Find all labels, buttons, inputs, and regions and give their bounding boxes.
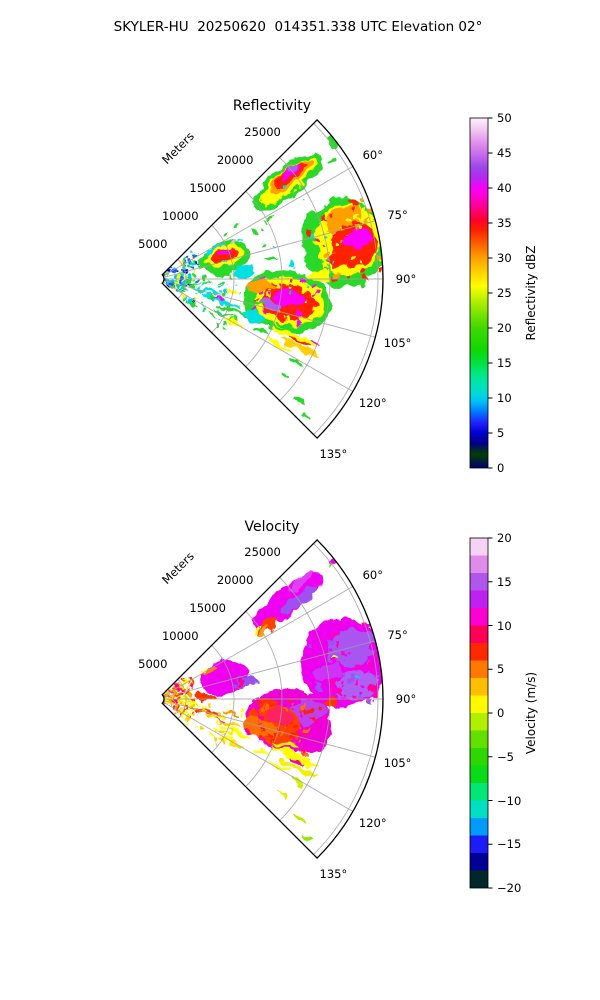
velocity-echo-region <box>234 682 247 687</box>
reflectivity-echo-region <box>253 327 270 336</box>
velocity-panel <box>161 537 493 889</box>
reflectivity-echo-region <box>265 256 276 262</box>
reflectivity-echo-region <box>329 159 336 164</box>
reflectivity-echo-region <box>287 164 298 173</box>
reflectivity-echo-region <box>232 240 240 246</box>
reflectivity-echo-region <box>288 357 306 368</box>
velocity-echo-region <box>214 717 224 721</box>
velocity-echo-region <box>258 626 270 635</box>
reflectivity-echo-region <box>226 319 244 330</box>
velocity-echo-region <box>327 564 333 569</box>
reflectivity-polar-grid <box>162 123 383 435</box>
velocity-speckle-field <box>245 697 321 758</box>
velocity-polar-grid <box>162 543 383 855</box>
velocity-echo-region <box>268 758 291 772</box>
reflectivity-echo-region <box>294 394 306 406</box>
reflectivity-echo-region <box>207 312 219 320</box>
reflectivity-echo-region <box>241 309 267 323</box>
reflectivity-echo-region <box>302 414 310 421</box>
reflectivity-panel <box>161 117 493 469</box>
velocity-sector-outline <box>161 538 384 860</box>
reflectivity-echo-region <box>268 338 291 352</box>
velocity-echo-region <box>223 711 239 715</box>
reflectivity-echo-region <box>341 228 372 249</box>
reflectivity-echo-region <box>277 372 287 380</box>
reflectivity-echo-region <box>213 296 225 301</box>
reflectivity-echo-region <box>216 303 249 318</box>
velocity-echo-region <box>271 746 318 767</box>
velocity-echo-region <box>367 683 379 692</box>
velocity-echo-region <box>207 732 219 740</box>
velocity-echo-region <box>266 709 292 723</box>
reflectivity-sector-outline <box>161 118 384 440</box>
reflectivity-echo-region <box>309 340 322 346</box>
velocity-colorbar <box>469 537 493 889</box>
reflectivity-colorbar <box>469 117 493 469</box>
velocity-echo-region <box>253 747 270 756</box>
reflectivity-echo-region <box>271 326 318 347</box>
velocity-speckle-field <box>308 620 383 705</box>
velocity-echo-region <box>352 676 360 680</box>
reflectivity-echo-region <box>248 279 274 293</box>
velocity-echo-region <box>288 777 306 788</box>
velocity-echo-region <box>277 792 287 800</box>
velocity-echo-region <box>332 656 338 660</box>
reflectivity-echo-region <box>281 338 318 358</box>
velocity-echo-region <box>290 570 314 591</box>
reflectivity-echo-region <box>286 263 296 267</box>
velocity-echo-region <box>271 740 299 751</box>
velocity-echo-region <box>175 700 201 704</box>
reflectivity-echo-region <box>290 337 309 347</box>
velocity-echo-region <box>281 758 318 778</box>
reflectivity-echo-region <box>234 265 256 277</box>
velocity-echo-region <box>302 834 310 841</box>
velocity-echo-region <box>294 814 306 826</box>
reflectivity-colorbar-bar <box>469 117 489 469</box>
velocity-echo-region <box>204 665 218 674</box>
reflectivity-speckle-field <box>224 184 341 296</box>
velocity-echo-region <box>257 698 278 707</box>
velocity-echo-region <box>199 668 206 673</box>
reflectivity-echo-layer <box>162 136 384 421</box>
reflectivity-echo-region <box>271 320 299 331</box>
velocity-echo-region <box>216 723 249 738</box>
velocity-colorbar-bar <box>469 537 489 889</box>
velocity-echo-region <box>292 758 306 766</box>
reflectivity-echo-region <box>247 300 269 307</box>
